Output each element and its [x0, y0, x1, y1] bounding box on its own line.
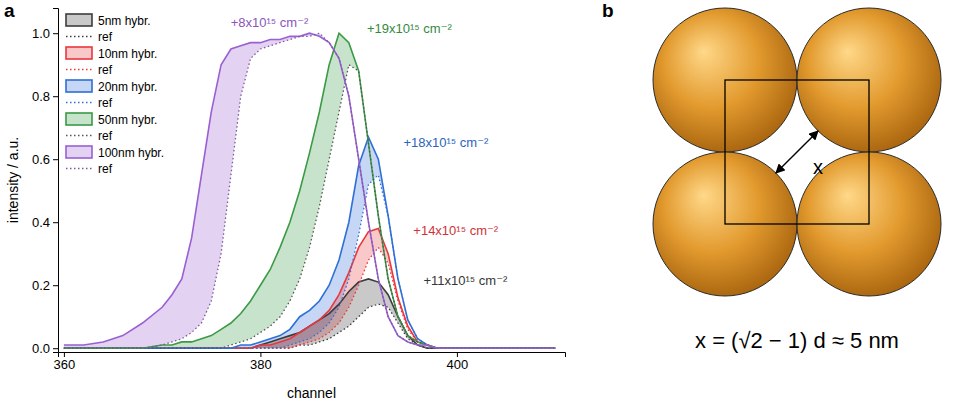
formula: x = (√2 − 1) d ≈ 5 nm: [695, 328, 899, 353]
y-tick-mark: [53, 96, 58, 97]
y-tick-label: 0.4: [32, 215, 50, 230]
series-line: [64, 229, 555, 349]
legend-label: ref: [98, 30, 113, 44]
y-tick-mark: [53, 159, 58, 160]
legend-entry: 20nm hybr.: [66, 80, 157, 94]
dose-annotation: +18x10¹⁵ cm⁻²: [403, 135, 489, 150]
x-tick-label: 400: [447, 357, 469, 372]
y-tick-mark: [53, 285, 58, 286]
series-line: [64, 33, 555, 348]
series-line: [64, 33, 555, 348]
reference-line: [64, 247, 555, 348]
x-axis: 360 380 400: [54, 352, 566, 372]
figure: 360 380 400 0.0 0.2 0.4 0.6 0.8 1.0 channel intens…: [0, 0, 961, 412]
legend-swatch: [66, 146, 92, 158]
fills: [64, 33, 555, 348]
legend-label: 5nm hybr.: [98, 14, 151, 28]
legend-entry: ref: [66, 162, 113, 176]
dose-annotation: +14x10¹⁵ cm⁻²: [413, 223, 499, 238]
legend-entry: 5nm hybr.: [66, 14, 151, 28]
dose-annotation: +8x10¹⁵ cm⁻²: [231, 15, 309, 30]
y-tick: 0.4: [32, 215, 58, 230]
x-axis-line: [59, 353, 566, 358]
legend-label: 10nm hybr.: [98, 47, 157, 61]
reference-line: [64, 33, 555, 348]
area-fill: [64, 229, 555, 349]
series-line: [64, 279, 555, 348]
unit-square: [725, 80, 869, 224]
y-tick-label: 0.6: [32, 152, 50, 167]
panel-label: a: [4, 0, 15, 21]
legend-swatch: [66, 36, 92, 37]
y-tick-label: 0.8: [32, 89, 50, 104]
annotations: +11x10¹⁵ cm⁻² +14x10¹⁵ cm⁻² +18x10¹⁵ cm⁻² +…: [231, 15, 508, 288]
y-tick: 0.0: [32, 341, 58, 356]
y-tick: 0.6: [32, 152, 58, 167]
area-fill: [64, 279, 555, 348]
panel-label: b: [602, 0, 614, 21]
y-axis: 0.0 0.2 0.4 0.6 0.8 1.0: [32, 9, 59, 356]
y-axis-line: [53, 9, 59, 353]
legend-entry: ref: [66, 96, 113, 110]
reference-line: [64, 65, 555, 349]
dose-annotation: +11x10¹⁵ cm⁻²: [423, 273, 508, 288]
legend: 5nm hybr. ref 10nm hybr. ref 20nm hybr. ref 50…: [66, 14, 164, 177]
legend-entry: ref: [66, 129, 113, 143]
x-tick-label: 360: [54, 357, 76, 372]
legend-swatch: [66, 135, 92, 136]
legend-label: 50nm hybr.: [98, 113, 157, 127]
gap-label: x: [813, 156, 823, 178]
y-tick-label: 1.0: [32, 26, 50, 41]
legend-entry: 100nm hybr.: [66, 146, 164, 160]
area-fill: [64, 33, 555, 348]
legend-swatch: [66, 102, 92, 103]
legend-swatch: [66, 14, 92, 26]
legend-label: ref: [98, 129, 113, 143]
y-tick-mark: [53, 348, 58, 349]
legend-swatch: [66, 80, 92, 92]
y-tick-label: 0.0: [32, 341, 50, 356]
x-tick: 380: [250, 352, 272, 372]
diagram: x x = (√2 − 1) d ≈ 5 nm: [653, 8, 941, 353]
legend-entry: ref: [66, 30, 113, 44]
series-line: [64, 137, 555, 348]
reference-line: [64, 175, 555, 348]
legend-label: ref: [98, 63, 113, 77]
y-tick: 0.2: [32, 278, 58, 293]
area-fill: [64, 137, 555, 348]
x-axis-title: channel: [287, 385, 336, 401]
area-fill: [64, 33, 555, 348]
y-tick: 0.8: [32, 89, 58, 104]
legend-swatch: [66, 113, 92, 125]
y-tick-label: 0.2: [32, 278, 50, 293]
gap-arrow: [776, 131, 818, 173]
y-axis-title: intensity / a.u.: [5, 137, 21, 223]
legend-label: 100nm hybr.: [98, 146, 164, 160]
legend-entry: 10nm hybr.: [66, 47, 157, 61]
x-tick: 400: [447, 352, 469, 372]
y-tick-mark: [53, 222, 58, 223]
lines: [64, 33, 555, 348]
x-tick: 360: [54, 352, 76, 372]
legend-label: ref: [98, 162, 113, 176]
legend-label: ref: [98, 96, 113, 110]
legend-entry: 50nm hybr.: [66, 113, 157, 127]
legend-swatch: [66, 168, 92, 169]
dose-annotation: +19x10¹⁵ cm⁻²: [367, 21, 453, 36]
y-tick: 1.0: [32, 26, 58, 41]
legend-swatch: [66, 69, 92, 70]
legend-entry: ref: [66, 63, 113, 77]
x-tick-label: 380: [250, 357, 272, 372]
legend-label: 20nm hybr.: [98, 80, 157, 94]
plot-area: [64, 33, 555, 348]
y-tick-mark: [53, 33, 58, 34]
legend-swatch: [66, 47, 92, 59]
